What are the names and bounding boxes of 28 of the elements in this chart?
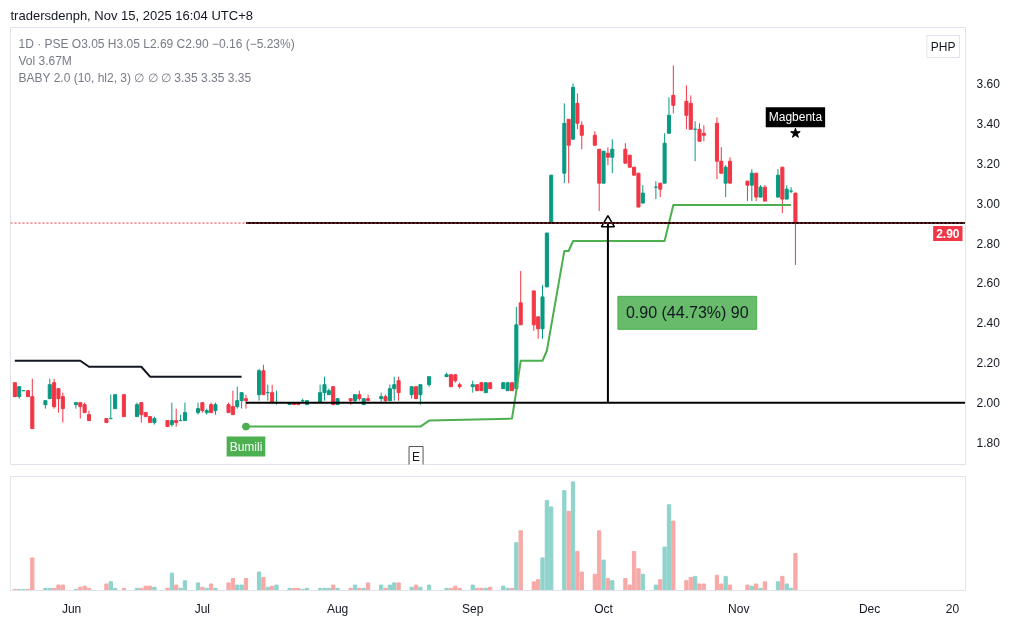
y-tick-label: 3.60 xyxy=(976,76,1001,91)
y-tick-label: 2.60 xyxy=(976,276,1001,291)
text: tradersdenph, Nov 15, 2025 16:04 UTC+8 xyxy=(10,7,253,23)
text: 1D · PSE O3.05 H3.05 L2.69 C2.90 −0.16 (−5.23%) xyxy=(18,36,295,51)
x-tick-label: 20 xyxy=(945,601,960,616)
y-tick-label: 3.40 xyxy=(976,116,1001,131)
annotation: Bumili xyxy=(229,439,263,454)
x-tick-label: Aug xyxy=(326,601,349,616)
y-axis-title: PHP xyxy=(930,39,956,54)
text: Vol 3.67M xyxy=(18,53,72,68)
y-tick-label: 2.80 xyxy=(976,236,1001,251)
annotation: E xyxy=(412,449,421,464)
x-tick-label: Sep xyxy=(462,601,484,616)
y-tick-label: 1.80 xyxy=(976,436,1001,451)
x-tick-label: Nov xyxy=(728,601,750,616)
x-tick-label: Dec xyxy=(858,601,881,616)
y-tick-label: 3.20 xyxy=(976,156,1001,171)
y-tick-label: 2.00 xyxy=(976,396,1001,411)
x-tick-label: Jul xyxy=(194,601,211,616)
y-tick-label: 2.40 xyxy=(976,316,1001,331)
y-tick-label: 3.00 xyxy=(976,196,1001,211)
annotation: BABY 2.0 (10, hl2, 3) ∅ ∅ ∅ 3.35 3.35 3.35 xyxy=(18,70,252,85)
x-tick-label: Jun xyxy=(61,601,82,616)
x-tick-label: Oct xyxy=(594,601,614,616)
annotation: Magbenta xyxy=(768,110,823,125)
annotation: 0.90 (44.73%) 90 xyxy=(625,304,749,322)
ref-line-label: 2.90 xyxy=(936,227,960,242)
y-tick-label: 2.20 xyxy=(976,356,1001,371)
